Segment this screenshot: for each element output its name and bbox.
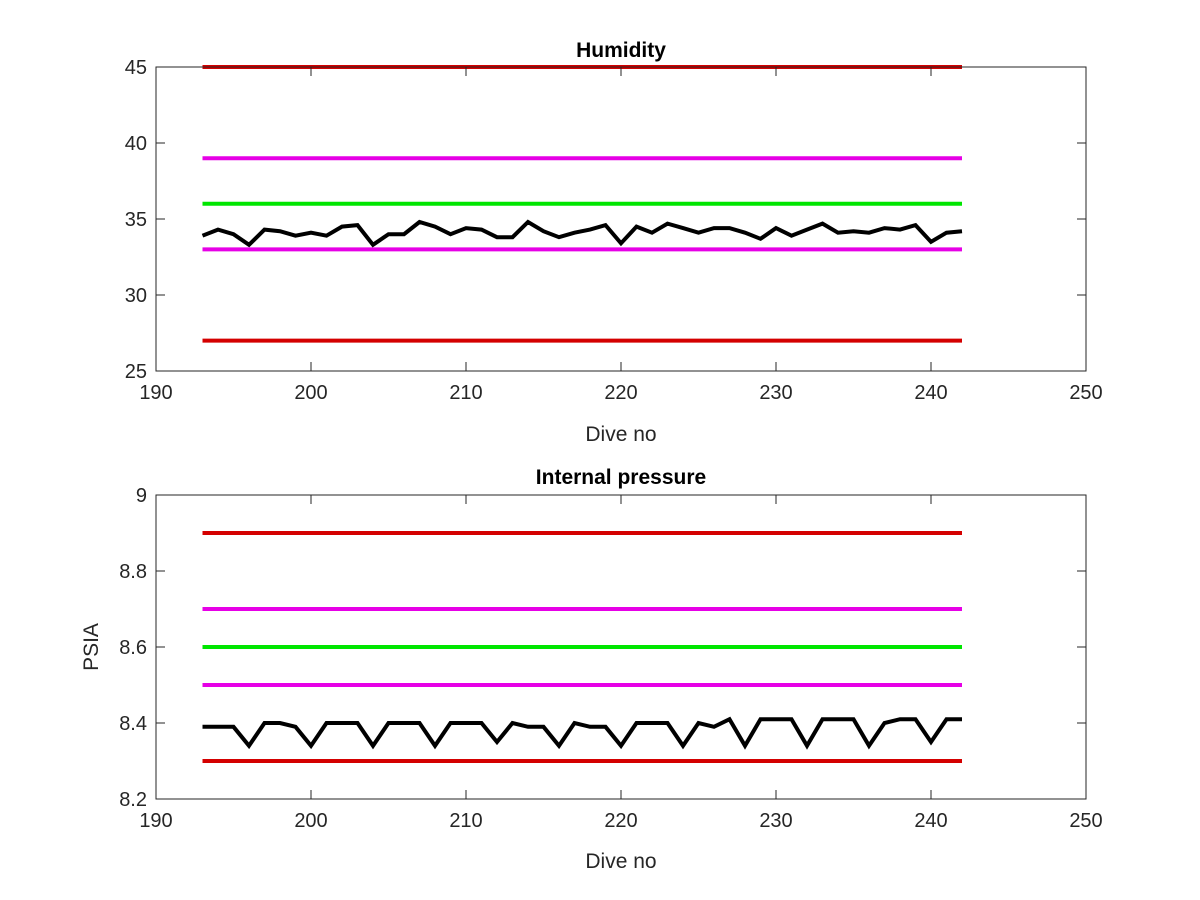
chart-ticks: 190 200 210 220 230 240 250 25 30 35 40 45	[125, 57, 1103, 404]
y-tick-label: 8.2	[119, 789, 147, 811]
y-tick-label: 30	[125, 285, 147, 307]
x-tick-label: 190	[139, 382, 172, 404]
x-tick-label: 240	[914, 810, 947, 832]
chart-title: Humidity	[576, 39, 666, 62]
y-tick-label: 8.4	[119, 713, 147, 735]
y-tick-label: 8.6	[119, 637, 147, 659]
x-tick-label: 230	[759, 382, 792, 404]
plot-frame	[155, 66, 1087, 372]
plot-frame	[155, 494, 1087, 800]
internal-pressure-chart: Internal pressure Dive no PSIA 190 200 210…	[80, 466, 1103, 873]
y-tick-label: 45	[125, 57, 147, 79]
series-line	[201, 219, 963, 248]
x-tick-label: 200	[294, 810, 327, 832]
chart-ticks: 190 200 210 220 230 240 250 8.2 8.4 8.6 8.8 9	[119, 485, 1103, 832]
chart-title: Internal pressure	[536, 466, 706, 489]
x-tick-label: 200	[294, 382, 327, 404]
x-axis-label: Dive no	[585, 850, 656, 873]
x-tick-label: 210	[449, 382, 482, 404]
chart-marks	[202, 531, 962, 763]
y-tick-label: 25	[125, 361, 147, 383]
series-line	[202, 716, 962, 750]
x-axis-label: Dive no	[585, 423, 656, 446]
y-tick-label: 8.8	[119, 561, 147, 583]
x-tick-label: 190	[139, 810, 172, 832]
humidity-chart: Humidity Dive no 190 200 210 220 230 240 250 25…	[125, 39, 1103, 446]
x-tick-label: 250	[1069, 382, 1102, 404]
y-tick-label: 9	[136, 485, 147, 507]
y-tick-label: 35	[125, 209, 147, 231]
x-tick-label: 230	[759, 810, 792, 832]
x-tick-label: 220	[604, 810, 637, 832]
x-tick-label: 240	[914, 382, 947, 404]
y-tick-label: 40	[125, 133, 147, 155]
x-tick-label: 220	[604, 382, 637, 404]
x-tick-label: 210	[449, 810, 482, 832]
y-axis-label: PSIA	[80, 623, 103, 671]
x-tick-label: 250	[1069, 810, 1102, 832]
